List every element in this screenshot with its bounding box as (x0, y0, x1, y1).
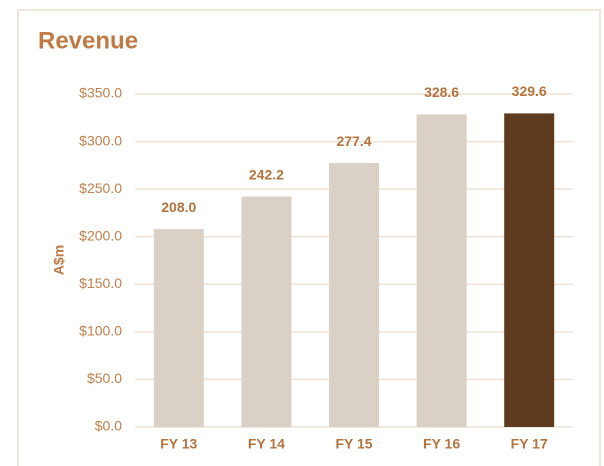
y-axis-label: A$m (51, 245, 67, 275)
x-tick-label: FY 16 (423, 436, 460, 452)
y-tick-label: $100.0 (79, 323, 122, 339)
x-tick-label: FY 17 (511, 436, 548, 452)
panel-border (17, 9, 601, 466)
value-label: 208.0 (161, 199, 196, 215)
y-tick-label: $200.0 (79, 227, 122, 243)
y-tick-label: $50.0 (87, 370, 122, 386)
y-tick-label: $300.0 (79, 132, 122, 148)
bar (241, 196, 292, 427)
value-label: 242.2 (249, 166, 284, 182)
bar (416, 114, 467, 428)
bar (329, 163, 379, 427)
y-tick-label: $0.0 (95, 418, 122, 434)
value-label: 277.4 (336, 133, 371, 149)
value-label: 328.6 (424, 84, 459, 100)
x-tick-label: FY 14 (248, 436, 285, 452)
x-tick-label: FY 15 (335, 436, 372, 452)
y-tick-label: $250.0 (79, 180, 122, 196)
bar (153, 229, 204, 427)
chart-title: Revenue (38, 27, 138, 54)
bar (504, 113, 555, 427)
x-tick-label: FY 13 (160, 436, 197, 452)
value-label: 329.6 (512, 83, 547, 99)
y-tick-label: $350.0 (79, 85, 122, 101)
y-tick-label: $150.0 (79, 275, 122, 291)
